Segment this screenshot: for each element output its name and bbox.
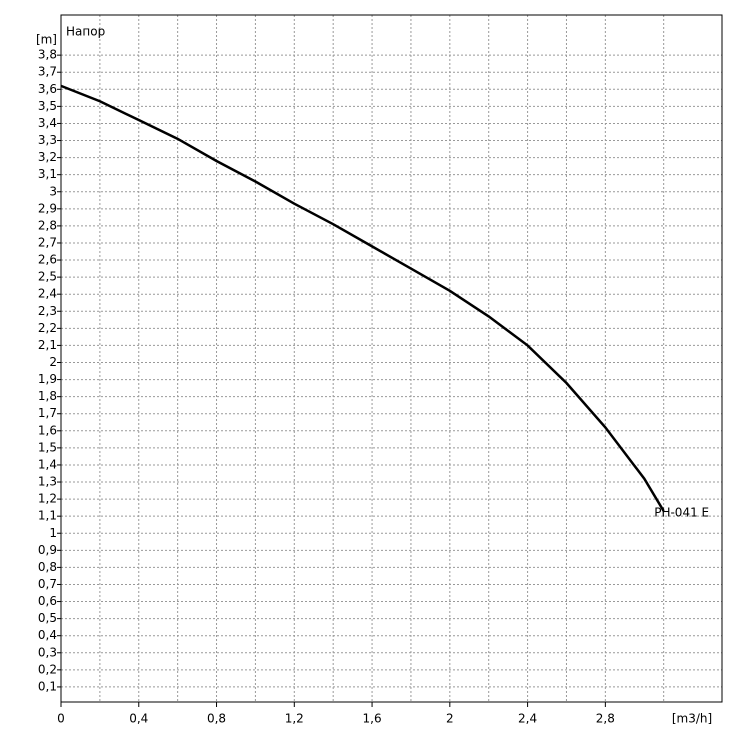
y-tick-label: 0,3 xyxy=(38,645,57,659)
y-tick-label: 0,1 xyxy=(38,679,57,693)
y-tick-label: 1,2 xyxy=(38,492,57,506)
y-tick-label: 1,4 xyxy=(38,457,57,471)
y-tick-label: 3,8 xyxy=(38,48,57,62)
y-tick-label: 3,5 xyxy=(38,99,57,113)
y-tick-label: 1,9 xyxy=(38,372,57,386)
series-label: PH-041 E xyxy=(654,506,709,520)
x-tick-label: 1,6 xyxy=(363,712,382,726)
y-tick-label: 0,6 xyxy=(38,594,57,608)
x-tick-label: 0,8 xyxy=(207,712,226,726)
x-tick-label: 2,4 xyxy=(518,712,537,726)
x-tick-label: 0 xyxy=(57,712,65,726)
y-tick-label: 2,1 xyxy=(38,338,57,352)
y-tick-label: 3,3 xyxy=(38,133,57,147)
y-tick-label: 3,2 xyxy=(38,150,57,164)
y-tick-label: 1,6 xyxy=(38,423,57,437)
y-tick-label: 1,3 xyxy=(38,475,57,489)
y-tick-label: 2,2 xyxy=(38,321,57,335)
x-tick-label: 1,2 xyxy=(285,712,304,726)
y-tick-label: 3,4 xyxy=(38,116,57,130)
y-tick-label: 1,8 xyxy=(38,389,57,403)
y-tick-label: 3,1 xyxy=(38,167,57,181)
y-tick-label: 0,8 xyxy=(38,560,57,574)
curve xyxy=(60,84,665,512)
y-tick-label: 2,4 xyxy=(38,287,57,301)
y-tick-label: 2,5 xyxy=(38,270,57,284)
y-tick-label: 2,7 xyxy=(38,235,57,249)
y-axis-label: Напор xyxy=(66,25,105,39)
y-tick-label: 1,5 xyxy=(38,440,57,454)
y-tick-label: 0,7 xyxy=(38,577,57,591)
y-tick-label: 2 xyxy=(49,355,57,369)
x-tick-label: 2 xyxy=(446,712,454,726)
y-unit: [m] xyxy=(36,33,57,47)
plot-frame xyxy=(60,14,723,703)
y-tick-label: 1,7 xyxy=(38,406,57,420)
x-unit: [m3/h] xyxy=(672,712,712,726)
y-tick-label: 2,3 xyxy=(38,304,57,318)
y-tick-label: 0,5 xyxy=(38,611,57,625)
y-tick-label: 3,6 xyxy=(38,82,57,96)
y-tick-label: 2,9 xyxy=(38,201,57,215)
y-tick-label: 0,9 xyxy=(38,543,57,557)
y-tick-label: 2,6 xyxy=(38,253,57,267)
x-tick-label: 2,8 xyxy=(596,712,615,726)
y-tick-label: 0,4 xyxy=(38,628,57,642)
y-tick-label: 1,1 xyxy=(38,509,57,523)
y-tick-label: 0,2 xyxy=(38,662,57,676)
x-tick-label: 0,4 xyxy=(129,712,148,726)
y-tick-label: 2,8 xyxy=(38,218,57,232)
y-tick-label: 3 xyxy=(49,184,57,198)
y-tick-label: 3,7 xyxy=(38,65,57,79)
y-tick-label: 1 xyxy=(49,526,57,540)
